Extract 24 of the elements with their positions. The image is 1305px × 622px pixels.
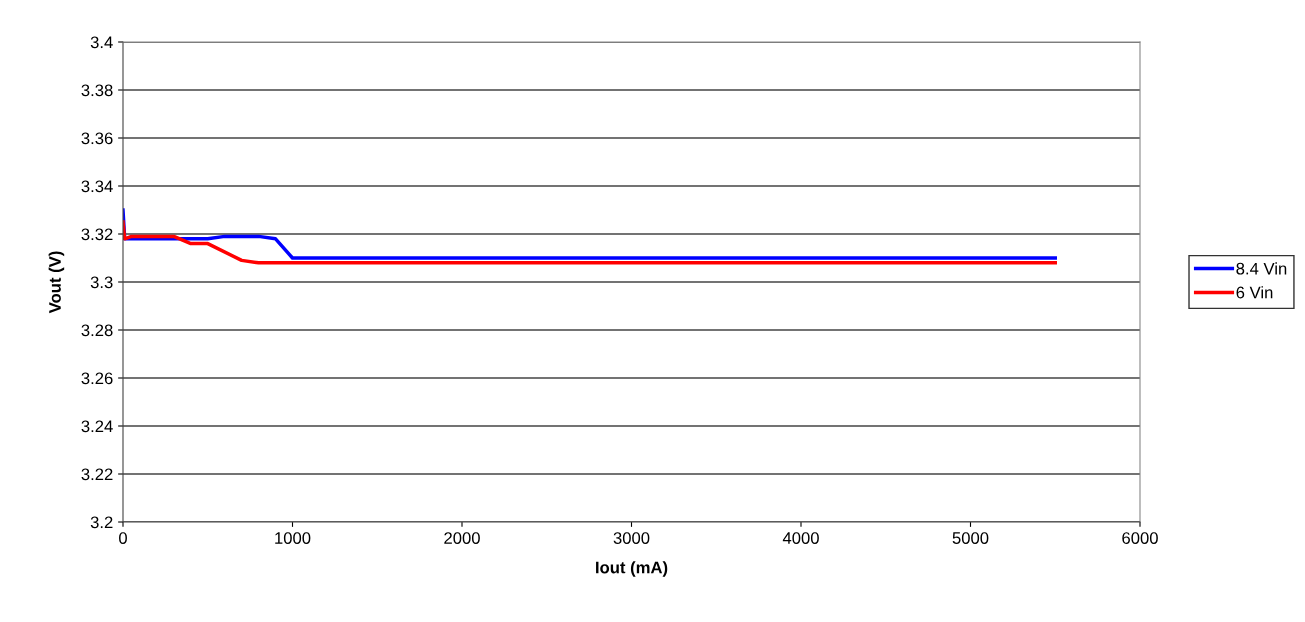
line-series	[123, 208, 1057, 260]
y-tick-label: 3.34	[81, 180, 113, 193]
y-tick-label: 3.38	[81, 84, 113, 97]
x-tick-label: 6000	[1122, 532, 1158, 544]
x-axis-title: Iout (mA)	[596, 561, 668, 577]
x-tick-label: 0	[119, 532, 127, 544]
legend-label: 6 Vin	[1236, 286, 1273, 299]
y-tick-label: 3.32	[81, 228, 113, 241]
y-tick-label: 3.2	[90, 516, 113, 529]
y-tick-label: 3.28	[81, 324, 113, 337]
x-tick-label: 3000	[613, 532, 650, 544]
y-axis-title: Vout (V)	[48, 251, 65, 314]
y-tick-label: 3.26	[81, 372, 113, 385]
line-series	[123, 220, 1057, 265]
y-tick-label: 3.22	[81, 468, 113, 481]
y-tick-label: 3.3	[90, 276, 113, 289]
y-tick-label: 3.24	[81, 420, 113, 433]
y-tick-label: 3.4	[90, 36, 113, 49]
y-tick-label: 3.36	[81, 132, 113, 145]
legend-label: 8.4 Vin	[1236, 262, 1287, 275]
x-tick-label: 4000	[782, 532, 819, 544]
x-tick-label: 5000	[952, 532, 989, 544]
x-tick-label: 2000	[444, 532, 480, 544]
x-tick-label: 1000	[275, 532, 311, 544]
